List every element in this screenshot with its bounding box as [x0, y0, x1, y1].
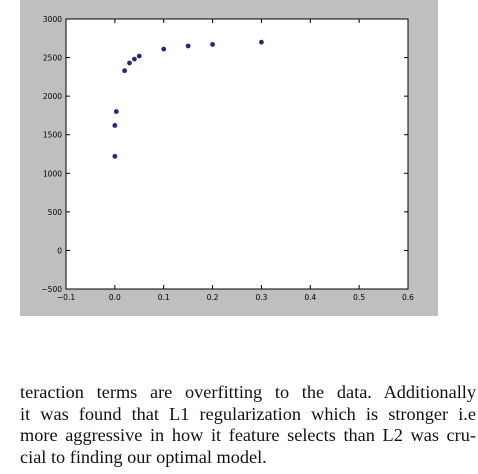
data-point [127, 60, 132, 66]
paragraph-line: teraction terms are overfitting to the d… [20, 382, 476, 402]
data-point [185, 43, 191, 49]
y-tick-label: 1000 [43, 169, 62, 178]
data-point [132, 56, 137, 62]
data-point [136, 53, 142, 59]
plot-area [65, 18, 409, 290]
x-tick-label: 0.3 [255, 293, 267, 302]
x-tick-label: 0.6 [402, 293, 414, 302]
y-tick-label: 2500 [43, 54, 62, 63]
x-tick-label: 0.5 [353, 293, 365, 302]
data-points [112, 39, 264, 159]
data-point [112, 153, 118, 159]
x-axis: −0.1 0.0 0.1 0.2 0.3 0.4 0.5 0.6 [57, 19, 414, 302]
paragraph-line: cial to finding our optimal model. [20, 446, 267, 467]
paragraph-line: more aggressive in how it feature select… [20, 425, 476, 445]
data-point [113, 109, 119, 114]
scatter-chart: −0.1 0.0 0.1 0.2 0.3 0.4 0.5 0.6 −500 0 500 1000 15… [41, 15, 414, 302]
data-point [112, 123, 118, 128]
y-tick-label: 3000 [43, 15, 62, 24]
x-tick-label: −0.1 [57, 293, 75, 302]
y-tick-label: −500 [41, 285, 62, 294]
figure-panel: −0.1 0.0 0.1 0.2 0.3 0.4 0.5 0.6 −500 0 500 1000 15… [20, 0, 438, 316]
y-tick-label: 500 [48, 208, 63, 217]
x-tick-label: 0.2 [207, 293, 219, 302]
x-tick-label: 0.1 [158, 293, 170, 302]
x-tick-label: 0.4 [304, 293, 316, 302]
data-point [210, 42, 215, 47]
data-point [161, 46, 167, 52]
paper-paragraph: teraction terms are overfitting to the d… [20, 382, 476, 468]
y-axis: −500 0 500 1000 1500 2000 2500 3000 [41, 15, 408, 294]
y-tick-label: 0 [57, 246, 62, 255]
y-tick-label: 1500 [43, 131, 62, 140]
data-point [259, 39, 264, 45]
data-point [122, 68, 128, 74]
y-tick-label: 2000 [43, 92, 62, 101]
paragraph-line: it was found that L1 regularization whic… [20, 403, 476, 424]
x-tick-label: 0.0 [109, 293, 121, 302]
